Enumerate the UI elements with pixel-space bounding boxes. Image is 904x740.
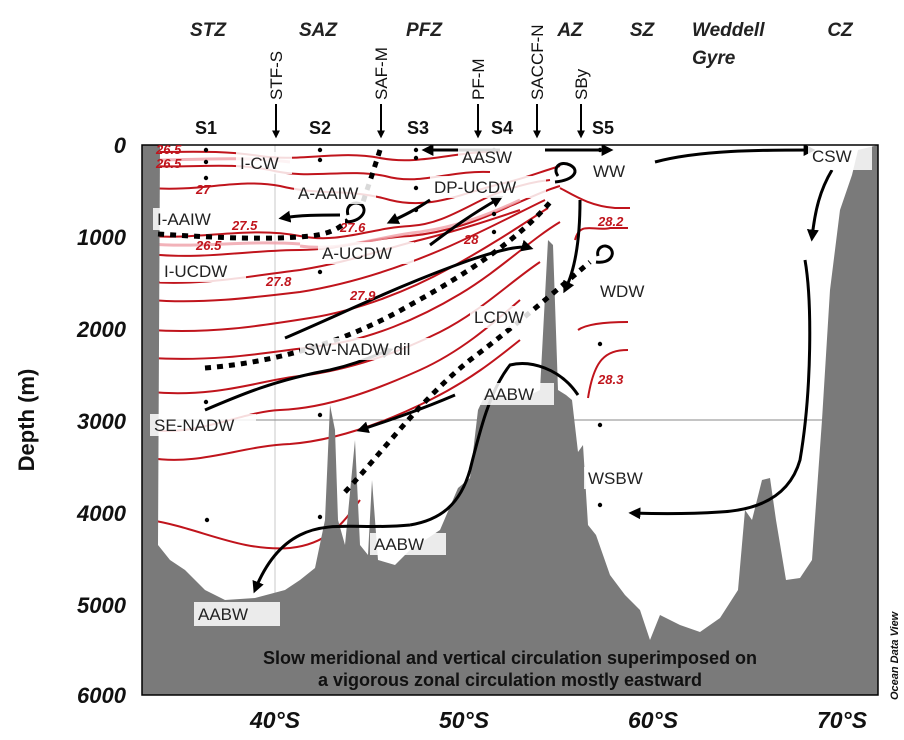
y-tick-label: 6000 xyxy=(77,683,127,708)
y-tick-label: 3000 xyxy=(77,409,127,434)
label-wsbw: WSBW xyxy=(588,469,643,488)
isopycnal-label: 26.5 xyxy=(155,156,182,171)
front-arrows xyxy=(272,104,585,139)
y-axis-label: Depth (m) xyxy=(14,369,39,472)
station-labels: S1 S2 S3 S4 S5 xyxy=(195,118,614,138)
station-s1: S1 xyxy=(195,118,217,138)
label-aabw-left: AABW xyxy=(198,605,248,624)
label-csw: CSW xyxy=(812,147,852,166)
front-stf-s: STF-S xyxy=(267,51,286,100)
zone-saz: SAZ xyxy=(299,20,338,41)
y-tick-label: 2000 xyxy=(76,317,127,342)
seafloor xyxy=(142,145,878,695)
station-s3: S3 xyxy=(407,118,429,138)
label-aabw-ridge: AABW xyxy=(484,385,534,404)
zone-labels: STZ SAZ PFZ AZ SZ Weddell Gyre CZ xyxy=(190,20,854,69)
label-a-ucdw: A-UCDW xyxy=(322,244,392,263)
x-axis-ticks: 40°S 50°S 60°S 70°S xyxy=(249,707,868,733)
front-sby: SBy xyxy=(572,68,591,100)
zone-stz: STZ xyxy=(190,20,227,41)
zone-az: AZ xyxy=(556,20,584,41)
station-s2: S2 xyxy=(309,118,331,138)
zone-cz: CZ xyxy=(827,20,854,41)
y-tick-label: 4000 xyxy=(76,501,127,526)
isopycnal-label: 27.5 xyxy=(231,218,258,233)
isopycnal-label: 28.3 xyxy=(597,372,624,387)
front-labels: STF-S SAF-M PF-M SACCF-N SBy xyxy=(267,24,591,100)
x-tick-label: 60°S xyxy=(628,707,679,733)
isopycnal-label: 26.5 xyxy=(155,142,182,157)
label-ww: WW xyxy=(593,162,625,181)
label-wdw: WDW xyxy=(600,282,644,301)
caption-line-1: Slow meridional and vertical circulation… xyxy=(263,648,757,668)
x-tick-label: 40°S xyxy=(249,707,301,733)
label-dp-ucdw: DP-UCDW xyxy=(434,178,516,197)
front-saccf-n: SACCF-N xyxy=(528,24,547,100)
y-tick-label: 5000 xyxy=(77,593,127,618)
caption-line-2: a vigorous zonal circulation mostly east… xyxy=(318,670,702,690)
ocean-data-view-credit: Ocean Data View xyxy=(889,610,901,700)
boundary-dashed-lines xyxy=(157,149,592,494)
label-sw-nadw-dil: SW-NADW dil xyxy=(304,340,410,359)
label-aasw: AASW xyxy=(462,148,512,167)
isopycnal-label: 28 xyxy=(463,232,479,247)
y-axis-ticks: 0 1000 2000 3000 4000 5000 6000 xyxy=(76,133,127,708)
label-plates xyxy=(150,145,872,626)
isopycnal-label: 27.8 xyxy=(265,274,292,289)
isopycnal-label: 27.9 xyxy=(349,288,376,303)
label-i-cw: I-CW xyxy=(240,154,279,173)
label-a-aaiw: A-AAIW xyxy=(298,184,358,203)
label-lcdw: LCDW xyxy=(474,308,524,327)
water-mass-labels: I-CW A-AAIW I-AAIW A-UCDW I-UCDW AASW DP… xyxy=(154,147,852,624)
isopycnal-label: 28.2 xyxy=(597,214,624,229)
y-tick-label: 1000 xyxy=(77,225,127,250)
station-s5: S5 xyxy=(592,118,614,138)
x-tick-label: 70°S xyxy=(817,707,868,733)
zone-sz: SZ xyxy=(630,20,656,41)
station-s4: S4 xyxy=(491,118,513,138)
zone-gyre: Gyre xyxy=(692,48,736,69)
isopycnal-label: 27.6 xyxy=(339,220,366,235)
label-i-ucdw: I-UCDW xyxy=(164,262,227,281)
y-tick-label: 0 xyxy=(114,133,127,158)
isopycnal-label: 26.5 xyxy=(195,238,222,253)
label-se-nadw: SE-NADW xyxy=(154,416,234,435)
plot-frame xyxy=(141,144,879,696)
label-i-aaiw: I-AAIW xyxy=(157,210,211,229)
front-pf-m: PF-M xyxy=(469,58,488,100)
zone-pfz: PFZ xyxy=(406,20,443,41)
isopycnal-label: 27 xyxy=(195,182,211,197)
front-saf-m: SAF-M xyxy=(372,47,391,100)
label-aabw-mid: AABW xyxy=(374,535,424,554)
x-tick-label: 50°S xyxy=(439,707,490,733)
zone-weddell: Weddell xyxy=(692,20,765,41)
